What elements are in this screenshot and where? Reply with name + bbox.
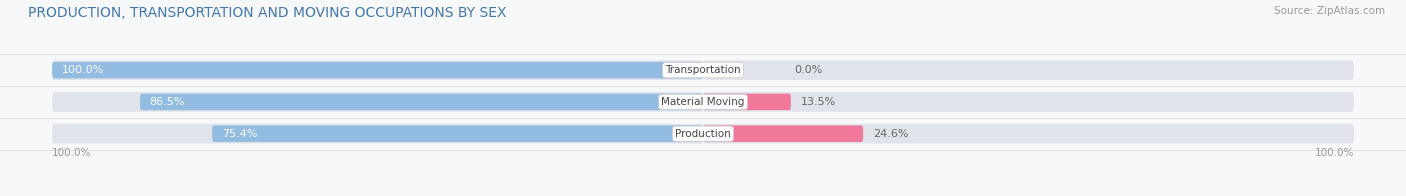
FancyBboxPatch shape — [52, 60, 703, 80]
Text: 100.0%: 100.0% — [62, 65, 104, 75]
FancyBboxPatch shape — [703, 124, 1354, 143]
Text: Material Moving: Material Moving — [661, 97, 745, 107]
Text: 100.0%: 100.0% — [52, 149, 91, 159]
FancyBboxPatch shape — [141, 94, 703, 110]
Text: PRODUCTION, TRANSPORTATION AND MOVING OCCUPATIONS BY SEX: PRODUCTION, TRANSPORTATION AND MOVING OC… — [28, 6, 506, 20]
Text: Source: ZipAtlas.com: Source: ZipAtlas.com — [1274, 6, 1385, 16]
Text: 0.0%: 0.0% — [794, 65, 823, 75]
FancyBboxPatch shape — [703, 94, 790, 110]
FancyBboxPatch shape — [52, 92, 703, 112]
Text: 100.0%: 100.0% — [1315, 149, 1354, 159]
FancyBboxPatch shape — [52, 124, 703, 143]
Text: 13.5%: 13.5% — [800, 97, 837, 107]
FancyBboxPatch shape — [703, 60, 1354, 80]
Text: Transportation: Transportation — [665, 65, 741, 75]
FancyBboxPatch shape — [703, 125, 863, 142]
Text: Production: Production — [675, 129, 731, 139]
Text: 24.6%: 24.6% — [873, 129, 908, 139]
FancyBboxPatch shape — [52, 62, 703, 78]
FancyBboxPatch shape — [703, 92, 1354, 112]
Text: 75.4%: 75.4% — [222, 129, 257, 139]
Text: 86.5%: 86.5% — [149, 97, 186, 107]
FancyBboxPatch shape — [212, 125, 703, 142]
